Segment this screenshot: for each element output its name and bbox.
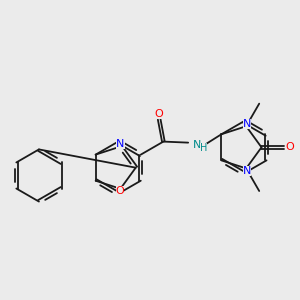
Text: O: O: [286, 142, 295, 152]
Text: N: N: [243, 166, 251, 176]
Text: H: H: [200, 143, 207, 153]
Text: O: O: [116, 186, 124, 196]
Text: N: N: [243, 118, 251, 129]
Text: N: N: [194, 140, 202, 150]
Text: O: O: [155, 109, 164, 119]
Text: N: N: [116, 140, 124, 149]
